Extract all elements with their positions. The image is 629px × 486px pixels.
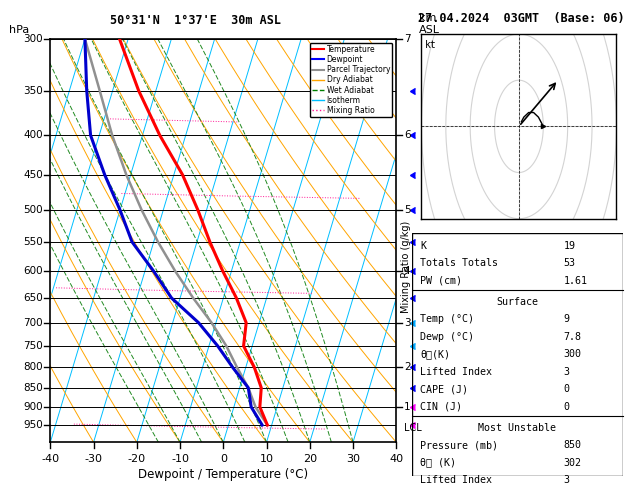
- Text: Most Unstable: Most Unstable: [478, 422, 557, 433]
- Text: CIN (J): CIN (J): [420, 401, 462, 412]
- Text: 850: 850: [23, 383, 43, 393]
- Text: 19: 19: [564, 241, 576, 251]
- Text: 302: 302: [564, 457, 582, 468]
- Text: 0: 0: [564, 384, 570, 394]
- Text: Pressure (mb): Pressure (mb): [420, 440, 498, 450]
- Text: 450: 450: [23, 170, 43, 180]
- Text: 550: 550: [23, 237, 43, 247]
- Text: θᴄ (K): θᴄ (K): [420, 457, 457, 468]
- Text: 10: 10: [260, 453, 274, 464]
- Text: 300: 300: [23, 34, 43, 44]
- Text: 30: 30: [346, 453, 360, 464]
- Text: 600: 600: [23, 266, 43, 276]
- Text: Mixing Ratio (g/kg): Mixing Ratio (g/kg): [401, 221, 411, 313]
- Text: 400: 400: [23, 130, 43, 140]
- Text: 750: 750: [23, 341, 43, 351]
- Text: Lifted Index: Lifted Index: [420, 475, 493, 485]
- Text: 650: 650: [23, 293, 43, 303]
- Text: 7: 7: [404, 34, 411, 44]
- Text: Temp (°C): Temp (°C): [420, 314, 474, 324]
- Text: km
ASL: km ASL: [419, 13, 440, 35]
- Text: 5: 5: [404, 205, 411, 215]
- Text: 700: 700: [23, 318, 43, 328]
- Text: kt: kt: [425, 39, 437, 50]
- Text: 3: 3: [404, 318, 411, 328]
- Text: K: K: [420, 241, 426, 251]
- Text: 7.8: 7.8: [564, 331, 582, 342]
- Text: 3: 3: [564, 475, 570, 485]
- Text: 4: 4: [404, 266, 411, 276]
- Text: 950: 950: [23, 420, 43, 430]
- Text: Dewp (°C): Dewp (°C): [420, 331, 474, 342]
- Text: 9: 9: [564, 314, 570, 324]
- Text: 40: 40: [389, 453, 403, 464]
- Text: 800: 800: [23, 363, 43, 372]
- Text: 300: 300: [564, 349, 582, 359]
- Text: 1.61: 1.61: [564, 276, 587, 286]
- Text: -10: -10: [171, 453, 189, 464]
- Text: 20: 20: [303, 453, 317, 464]
- Text: hPa: hPa: [9, 25, 29, 35]
- Text: CAPE (J): CAPE (J): [420, 384, 469, 394]
- Text: 50°31'N  1°37'E  30m ASL: 50°31'N 1°37'E 30m ASL: [110, 14, 281, 27]
- Text: -30: -30: [84, 453, 103, 464]
- Text: Surface: Surface: [496, 296, 538, 307]
- Text: 900: 900: [23, 402, 43, 412]
- Text: LCL: LCL: [404, 422, 421, 433]
- Text: 1: 1: [404, 402, 411, 412]
- Text: -20: -20: [128, 453, 146, 464]
- Text: 850: 850: [564, 440, 582, 450]
- Legend: Temperature, Dewpoint, Parcel Trajectory, Dry Adiabat, Wet Adiabat, Isotherm, Mi: Temperature, Dewpoint, Parcel Trajectory…: [310, 43, 392, 117]
- Text: 3: 3: [564, 366, 570, 377]
- Text: 27.04.2024  03GMT  (Base: 06): 27.04.2024 03GMT (Base: 06): [418, 12, 625, 25]
- Text: θᴄ(K): θᴄ(K): [420, 349, 450, 359]
- Text: -40: -40: [42, 453, 59, 464]
- Text: Dewpoint / Temperature (°C): Dewpoint / Temperature (°C): [138, 469, 308, 482]
- Text: 2: 2: [404, 363, 411, 372]
- Text: 53: 53: [564, 258, 576, 268]
- Text: 500: 500: [23, 205, 43, 215]
- Text: Lifted Index: Lifted Index: [420, 366, 493, 377]
- Text: 350: 350: [23, 86, 43, 96]
- Text: 0: 0: [220, 453, 227, 464]
- Text: PW (cm): PW (cm): [420, 276, 462, 286]
- Text: 0: 0: [564, 401, 570, 412]
- Text: 6: 6: [404, 130, 411, 140]
- Text: Totals Totals: Totals Totals: [420, 258, 498, 268]
